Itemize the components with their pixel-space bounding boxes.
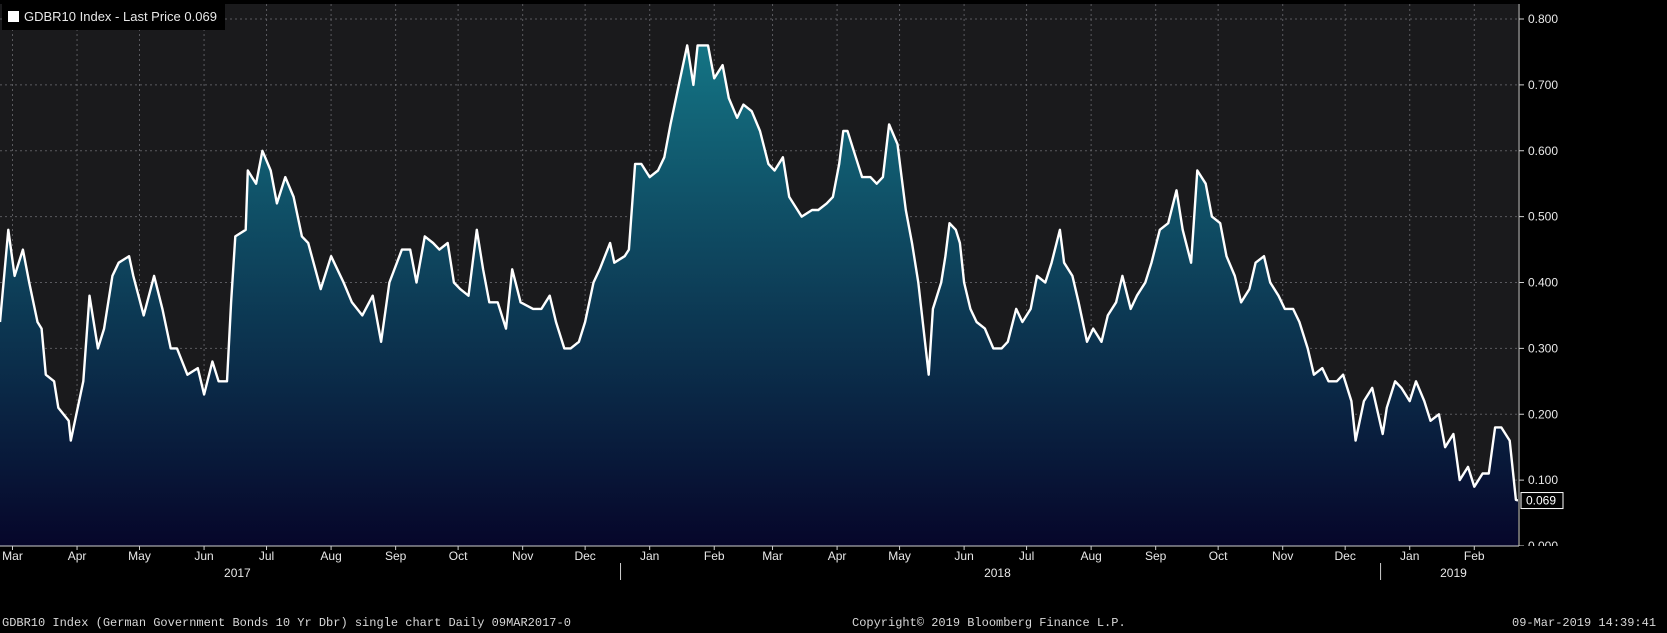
x-tick-label: Sep <box>1145 549 1167 563</box>
series-area <box>0 45 1518 547</box>
footer-description: GDBR10 Index (German Government Bonds 10… <box>2 616 571 630</box>
legend-label: GDBR10 Index - Last Price 0.069 <box>24 8 217 24</box>
y-tick-label: 0.300 <box>1528 341 1558 355</box>
bottom-axis-bg <box>0 546 1667 580</box>
x-tick-label: Apr <box>68 549 87 563</box>
x-tick-label: Mar <box>2 549 23 563</box>
x-year-label: 2019 <box>1440 566 1467 580</box>
x-year-label: 2017 <box>224 566 251 580</box>
y-tick-label: 0.100 <box>1528 473 1558 487</box>
y-tick-label: 0.700 <box>1528 78 1558 92</box>
x-tick-label: Jul <box>1019 549 1034 563</box>
x-tick-label: Jun <box>954 549 973 563</box>
x-tick-label: Oct <box>1209 549 1228 563</box>
x-tick-label: Jan <box>640 549 659 563</box>
x-tick-label: Dec <box>574 549 595 563</box>
y-tick-label: 0.600 <box>1528 144 1558 158</box>
x-tick-label: Jan <box>1400 549 1419 563</box>
right-axis-bg <box>1518 0 1667 580</box>
series-line <box>0 44 1519 502</box>
x-tick-label: Sep <box>385 549 407 563</box>
chart-legend[interactable]: GDBR10 Index - Last Price 0.069 <box>2 2 225 30</box>
footer-timestamp: 09-Mar-2019 14:39:41 <box>1512 616 1657 630</box>
x-tick-label: Jul <box>259 549 274 563</box>
y-tick-label: 0.200 <box>1528 407 1558 421</box>
x-tick-label: Feb <box>704 549 725 563</box>
x-tick-label: Dec <box>1334 549 1355 563</box>
x-tick-label: Apr <box>828 549 847 563</box>
footer-copyright: Copyright© 2019 Bloomberg Finance L.P. <box>852 616 1126 630</box>
y-tick-label: 0.500 <box>1528 210 1558 224</box>
y-tick-label: 0.400 <box>1528 276 1558 290</box>
x-tick-label: Aug <box>1080 549 1101 563</box>
x-tick-label: Jun <box>194 549 213 563</box>
legend-swatch <box>8 10 19 22</box>
x-tick-label: Nov <box>1272 549 1293 563</box>
x-tick-label: May <box>128 549 151 563</box>
last-value-box <box>1520 492 1564 510</box>
x-tick-label: Mar <box>762 549 783 563</box>
x-tick-label: Aug <box>320 549 341 563</box>
x-tick-label: Feb <box>1464 549 1485 563</box>
x-tick-label: Oct <box>449 549 468 563</box>
x-year-label: 2018 <box>984 566 1011 580</box>
y-tick-label: 0.800 <box>1528 12 1558 26</box>
x-tick-label: Nov <box>512 549 533 563</box>
x-tick-label: May <box>888 549 911 563</box>
last-value-label: 0.069 <box>1526 494 1556 508</box>
